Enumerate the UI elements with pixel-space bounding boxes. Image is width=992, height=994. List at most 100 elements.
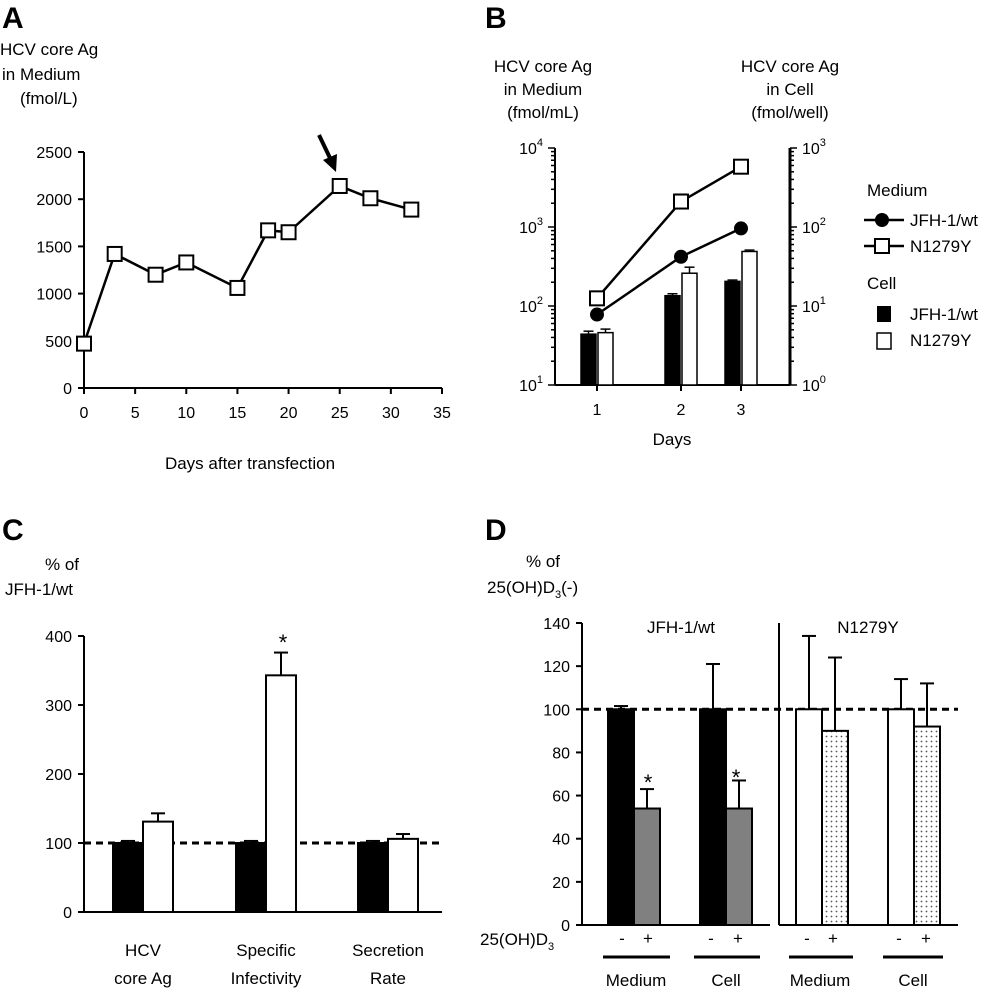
panel-a: A HCV core Ag in Medium (fmol/L) 0 500 1…	[0, 2, 451, 473]
panel-b-left-ylabel-line-3: (fmol/mL)	[507, 103, 579, 122]
panel-b-right-ylabel-line-2: in Cell	[766, 80, 813, 99]
bar	[795, 708, 823, 926]
legend-filled-circle-marker	[875, 213, 889, 227]
c-group-label-2-line-1: Specific	[236, 941, 296, 960]
panel-a-series	[76, 177, 420, 352]
legend-medium-mut: N1279Y	[910, 237, 971, 256]
legend-medium-title: Medium	[867, 181, 927, 200]
panel-b-label: B	[485, 2, 507, 35]
data-point	[280, 224, 297, 241]
data-point	[260, 222, 277, 239]
d-minus-label: -	[804, 929, 810, 948]
c-ytick-label: 100	[45, 836, 72, 853]
a-ytick-label: 2000	[36, 192, 72, 209]
bar	[913, 725, 941, 926]
legend-medium-wt: JFH-1/wt	[910, 211, 978, 230]
panel-c-ylabel-line-2: JFH-1/wt	[5, 580, 73, 599]
data-point	[147, 266, 164, 283]
data-point	[674, 249, 688, 264]
d-plus-label: +	[921, 929, 931, 948]
data-point	[178, 254, 195, 271]
data-point	[734, 221, 748, 236]
d-minus-label: -	[896, 929, 902, 948]
bar	[699, 708, 727, 926]
d-group-label: Cell	[711, 971, 740, 990]
d-plus-label: +	[643, 929, 653, 948]
d-group-label: Medium	[606, 971, 666, 990]
d-ytick-label: 0	[561, 918, 570, 935]
bar	[724, 280, 741, 386]
panel-c: C % of JFH-1/wt 0 100 200 300 400 * HCV …	[2, 514, 442, 988]
a-ytick-label: 0	[63, 381, 72, 398]
panel-b: B HCV core Ag in Medium (fmol/mL) HCV co…	[485, 2, 978, 449]
bar	[681, 272, 698, 386]
panel-d-label: D	[485, 514, 507, 547]
d-minus-label: -	[708, 929, 714, 948]
panel-b-xlabel: Days	[653, 430, 692, 449]
panel-b-medium-lines	[589, 158, 749, 322]
a-xtick-label: 30	[382, 405, 400, 422]
c-group-label-3-line-1: Secretion	[352, 941, 424, 960]
d-ytick-label: 100	[543, 702, 570, 719]
legend-open-square-marker	[874, 238, 890, 254]
c-ytick-label: 400	[45, 629, 72, 646]
panel-a-label: A	[2, 2, 24, 35]
panel-d-header-mut: N1279Y	[837, 618, 898, 637]
c-group-label-3-line-2: Rate	[370, 969, 406, 988]
a-xtick-label: 35	[433, 405, 451, 422]
b-xtick-label: 1	[593, 402, 602, 419]
panel-b-right-ylabel-line-3: (fmol/well)	[751, 103, 828, 122]
bar	[597, 331, 614, 386]
b-xtick-label: 2	[677, 402, 686, 419]
bar	[580, 333, 597, 386]
c-ytick-label: 0	[63, 905, 72, 922]
d-minus-label: -	[619, 929, 625, 948]
panel-b-legend: Medium JFH-1/wt N1279Y Cell JFH-1/wt N12…	[864, 181, 978, 350]
a-ytick-label: 500	[45, 334, 72, 351]
d-group-label: Medium	[790, 971, 850, 990]
a-xtick-label: 15	[229, 405, 247, 422]
b-left-tick-label: 102	[519, 295, 543, 316]
b-xtick-label: 3	[737, 402, 746, 419]
panel-d: D % of 25(OH)D3(-) JFH-1/wt N1279Y 0 20 …	[480, 514, 958, 990]
a-ytick-label: 1500	[36, 239, 72, 256]
panel-d-bars	[607, 634, 941, 926]
c-group-label-1-line-1: HCV	[125, 941, 162, 960]
c-group-label-2-line-2: Infectivity	[231, 969, 302, 988]
d-ytick-label: 140	[543, 616, 570, 633]
panel-a-ylabel-line-3: (fmol/L)	[20, 89, 78, 108]
a-xtick-label: 20	[280, 405, 298, 422]
data-point	[403, 201, 420, 218]
panel-b-cell-bars	[580, 249, 758, 386]
bar	[357, 842, 389, 913]
bar	[235, 842, 267, 913]
b-right-tick-label: 100	[802, 374, 826, 395]
b-left-tick-label: 101	[519, 374, 543, 395]
data-point	[362, 190, 379, 207]
panel-a-axes	[78, 151, 443, 394]
b-right-tick-label: 102	[802, 216, 826, 237]
panel-d-significance-star-medium: *	[644, 770, 653, 795]
c-ytick-label: 300	[45, 698, 72, 715]
legend-black-bar-swatch	[877, 306, 891, 322]
panel-d-header-wt: JFH-1/wt	[647, 618, 715, 637]
panel-a-ylabel-line-2: in Medium	[2, 65, 80, 84]
data-point	[733, 158, 749, 175]
b-left-tick-label: 104	[519, 137, 543, 158]
panel-b-left-ylabel-line-1: HCV core Ag	[494, 57, 592, 76]
legend-cell-wt: JFH-1/wt	[910, 305, 978, 324]
panel-c-bars	[112, 651, 419, 914]
panel-d-ylabel-line-1: % of	[526, 552, 560, 571]
bar	[265, 674, 297, 914]
bar	[607, 708, 635, 926]
panel-c-label: C	[2, 514, 24, 547]
bar	[741, 250, 758, 386]
bar	[387, 837, 419, 913]
legend-cell-title: Cell	[867, 274, 896, 293]
panel-b-right-ylabel-line-1: HCV core Ag	[741, 57, 839, 76]
a-xtick-label: 0	[80, 405, 89, 422]
panel-d-significance-star-cell: *	[732, 765, 741, 790]
b-left-tick-label: 103	[519, 216, 543, 237]
data-point	[589, 290, 605, 307]
panel-c-ylabel-line-1: % of	[45, 555, 79, 574]
